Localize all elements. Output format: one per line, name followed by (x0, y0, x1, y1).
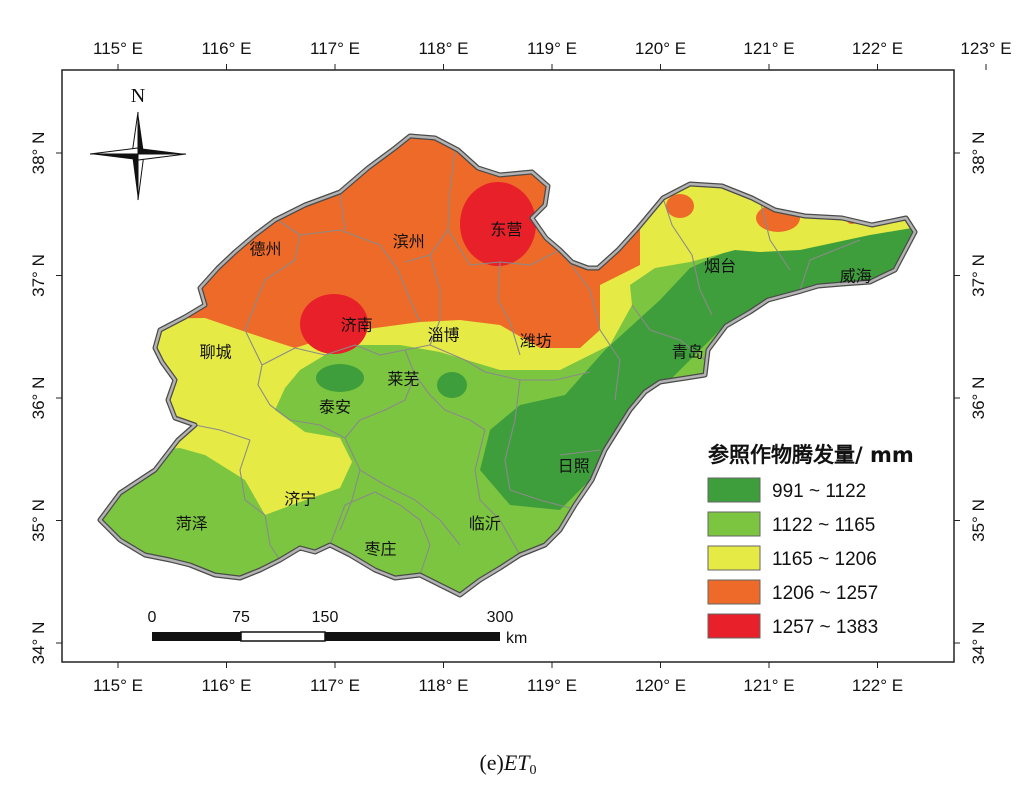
legend-label: 991 ~ 1122 (772, 481, 866, 502)
city-label: 枣庄 (365, 540, 397, 559)
city-label: 淄博 (427, 325, 459, 344)
city-label: 潍坊 (520, 331, 552, 350)
top-tick-label: 119° E (527, 39, 577, 58)
bottom-tick-label: 121° E (743, 676, 794, 695)
scale-label-0: 0 (148, 609, 157, 626)
bottom-tick-label: 117° E (310, 676, 360, 695)
left-tick-label: 36° N (29, 377, 48, 420)
legend: 参照作物腾发量/ mm 991 ~ 1122 1122 ~ 1165 1165 ~ … (707, 443, 914, 639)
scale-label-75: 75 (232, 609, 250, 626)
top-tick-label: 117° E (310, 39, 360, 58)
zone-1257-1383-dongying (460, 182, 536, 266)
scale-bar: 0 75 150 300 km (148, 609, 528, 647)
city-label: 烟台 (704, 257, 736, 276)
zone-1165-1206 (100, 150, 915, 515)
left-tick-label: 34° N (29, 622, 48, 665)
left-axis: 38° N 37° N 36° N 35° N 34° N (29, 132, 62, 665)
right-axis: 38° N 37° N 36° N 35° N 34° N (954, 132, 988, 665)
province-outline (98, 134, 917, 597)
top-tick-label: 121° E (743, 39, 794, 58)
compass-w-top (89, 147, 139, 155)
city-label: 青岛 (672, 342, 704, 361)
scale-unit: km (506, 630, 527, 647)
bottom-tick-label: 115° E (93, 676, 143, 695)
legend-swatch (707, 511, 761, 537)
caption-subscript: 0 (529, 763, 537, 778)
right-tick-label: 34° N (969, 622, 988, 665)
bottom-tick-label: 120° E (635, 676, 686, 695)
legend-label: 1257 ~ 1383 (772, 617, 878, 638)
right-tick-label: 36° N (969, 377, 988, 420)
legend-label: 1206 ~ 1257 (772, 583, 878, 604)
left-tick-label: 38° N (29, 132, 48, 175)
zone-991-1122-taian (316, 364, 364, 392)
bottom-tick-label: 118° E (419, 676, 469, 695)
legend-swatch (707, 579, 761, 605)
legend-swatch (707, 477, 761, 503)
city-label: 滨州 (393, 232, 425, 251)
north-arrow: N (89, 85, 187, 201)
compass-s-left (132, 154, 138, 200)
figure-caption: (e)ET0 (0, 750, 1016, 778)
left-tick-label: 35° N (29, 499, 48, 542)
caption-prefix: (e) (479, 750, 504, 775)
top-tick-label: 115° E (93, 39, 143, 58)
zone-1257-1383-jinan (300, 294, 368, 354)
compass-n-right (138, 112, 144, 154)
bottom-tick-label: 122° E (852, 676, 903, 695)
city-label: 聊城 (200, 342, 232, 361)
zone-1206-1257-yantai (666, 194, 694, 218)
top-tick-label: 122° E (852, 39, 903, 58)
city-label: 德州 (250, 240, 282, 259)
right-tick-label: 37° N (969, 254, 988, 297)
legend-label: 1165 ~ 1206 (772, 549, 877, 570)
legend-label: 1122 ~ 1165 (772, 515, 875, 536)
scale-label-150: 150 (312, 609, 339, 626)
legend-swatch (707, 613, 761, 639)
top-tick-label: 120° E (635, 39, 686, 58)
city-label: 济宁 (284, 489, 316, 508)
city-label: 威海 (840, 267, 872, 286)
bottom-axis: 115° E 116° E 117° E 118° E 119° E 120° E 121°… (93, 662, 903, 695)
legend-title: 参照作物腾发量/ mm (708, 443, 914, 467)
legend-swatch (707, 545, 761, 571)
bottom-tick-label: 116° E (202, 676, 252, 695)
city-label: 济南 (341, 316, 373, 335)
top-tick-label: 118° E (419, 39, 469, 58)
left-tick-label: 37° N (29, 254, 48, 297)
city-label: 日照 (558, 456, 590, 475)
scale-seg-1 (152, 632, 241, 641)
bottom-tick-label: 119° E (527, 676, 577, 695)
scale-seg-2 (240, 631, 326, 642)
city-label: 泰安 (319, 398, 351, 417)
city-label: 临沂 (469, 514, 501, 533)
right-tick-label: 38° N (969, 132, 988, 175)
north-arrow-label: N (131, 85, 145, 107)
city-label: 菏泽 (176, 514, 208, 533)
scale-seg-3 (325, 632, 500, 641)
right-tick-label: 35° N (969, 499, 988, 542)
compass-e-top (138, 148, 186, 154)
zone-991-1122-laiwu (437, 372, 467, 398)
city-label: 莱芜 (387, 369, 419, 388)
top-tick-label: 123° E (960, 39, 1011, 58)
city-label: 东营 (490, 220, 522, 239)
compass-w-bottom (90, 154, 138, 160)
legend-items: 991 ~ 1122 1122 ~ 1165 1165 ~ 1206 1206 ~ 1… (707, 477, 878, 639)
top-axis: 115° E 116° E 117° E 118° E 119° E 120° E 121°… (93, 39, 1012, 70)
scale-label-300: 300 (487, 609, 514, 626)
top-tick-label: 116° E (202, 39, 252, 58)
caption-et: ET (503, 750, 530, 775)
